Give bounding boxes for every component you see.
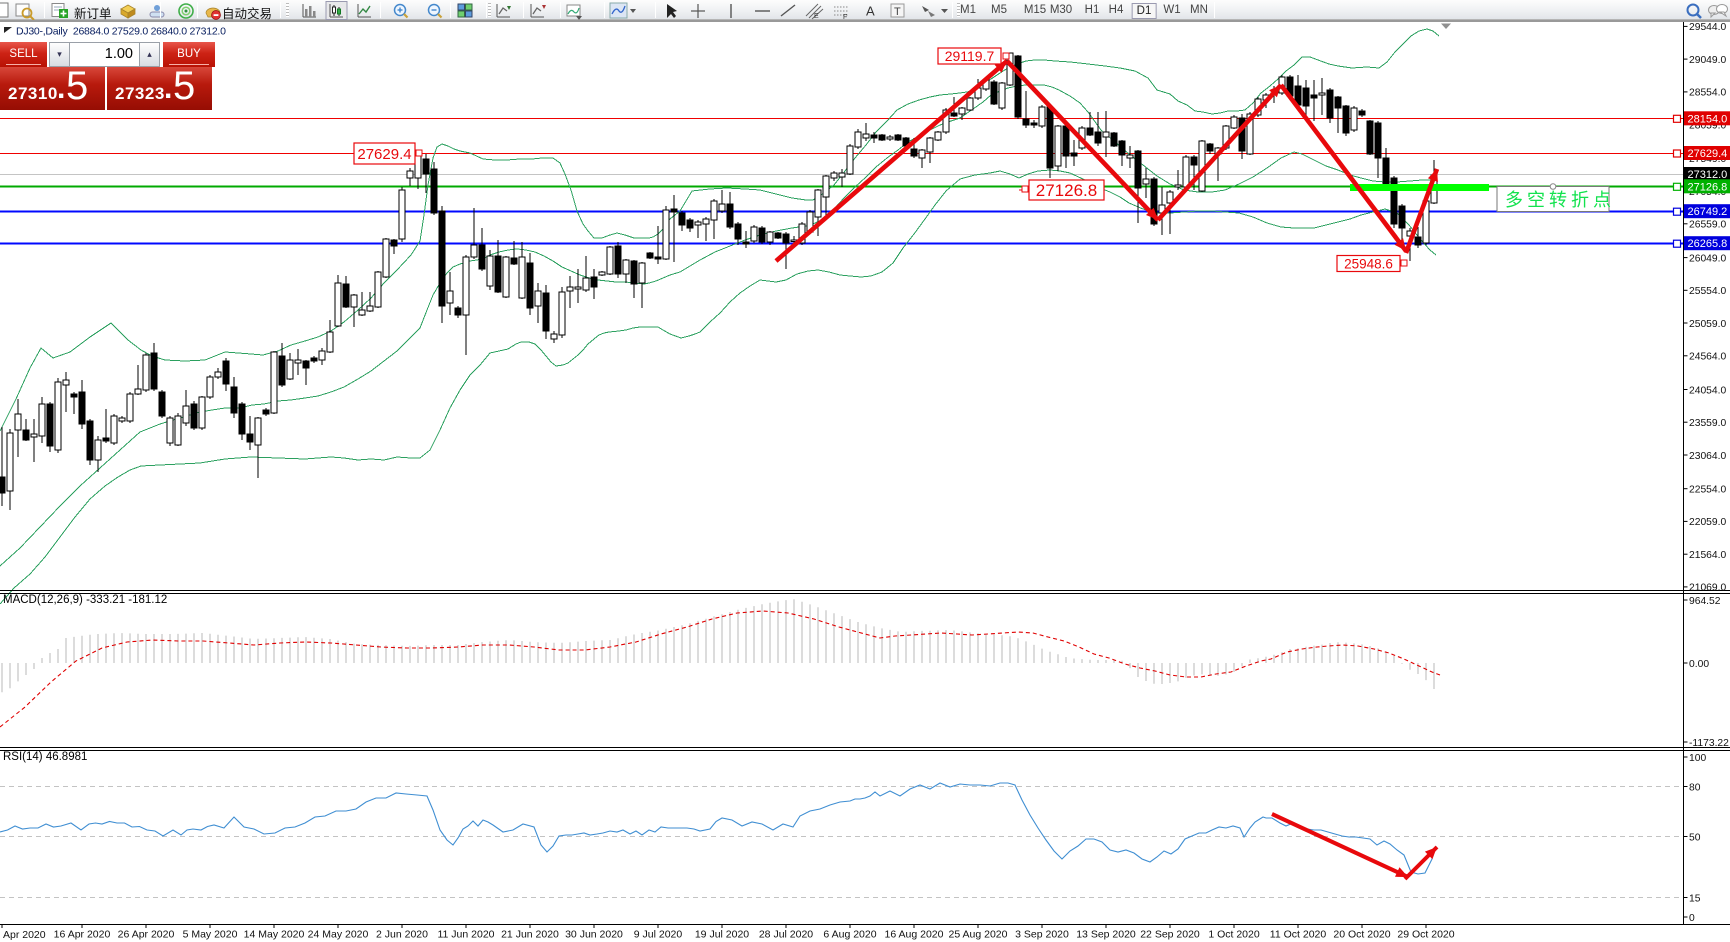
svg-text:F: F xyxy=(843,14,847,20)
svg-text:28059.0: 28059.0 xyxy=(1689,120,1726,131)
svg-text:22059.0: 22059.0 xyxy=(1689,517,1726,528)
svg-text:21 Jun 2020: 21 Jun 2020 xyxy=(501,929,559,941)
svg-text:29 Oct 2020: 29 Oct 2020 xyxy=(1397,929,1454,941)
svg-text:14 May 2020: 14 May 2020 xyxy=(244,929,305,941)
svg-text:27629.4: 27629.4 xyxy=(1688,148,1728,160)
svg-text:28154.0: 28154.0 xyxy=(1688,113,1728,125)
svg-text:964.52: 964.52 xyxy=(1689,596,1721,607)
svg-text:15: 15 xyxy=(1689,893,1701,904)
svg-text:E: E xyxy=(814,13,819,20)
svg-text:23559.0: 23559.0 xyxy=(1689,418,1726,429)
svg-text:30 Jun 2020: 30 Jun 2020 xyxy=(565,929,623,941)
svg-text:24564.0: 24564.0 xyxy=(1689,352,1726,363)
svg-text:27629.4: 27629.4 xyxy=(357,146,411,163)
svg-text:26559.0: 26559.0 xyxy=(1689,220,1726,231)
svg-text:25059.0: 25059.0 xyxy=(1689,319,1726,330)
svg-text:25554.0: 25554.0 xyxy=(1689,286,1726,297)
svg-text:T: T xyxy=(894,6,901,18)
svg-text:0: 0 xyxy=(1689,913,1695,924)
svg-text:26749.2: 26749.2 xyxy=(1688,206,1728,218)
svg-text:11 Oct 2020: 11 Oct 2020 xyxy=(1270,929,1327,941)
svg-text:50: 50 xyxy=(1689,832,1701,843)
svg-text:A: A xyxy=(866,4,875,19)
svg-text:22 Sep 2020: 22 Sep 2020 xyxy=(1140,929,1200,941)
svg-text:2 Jun 2020: 2 Jun 2020 xyxy=(376,929,428,941)
svg-text:9 Jul 2020: 9 Jul 2020 xyxy=(634,929,683,941)
svg-text:20 Oct 2020: 20 Oct 2020 xyxy=(1333,929,1390,941)
svg-text:0.00: 0.00 xyxy=(1689,659,1709,670)
svg-text:27312.0: 27312.0 xyxy=(1688,169,1728,181)
svg-text:23064.0: 23064.0 xyxy=(1689,451,1726,462)
svg-text:RSI(14) 46.8981: RSI(14) 46.8981 xyxy=(3,751,87,763)
svg-text:1 Oct 2020: 1 Oct 2020 xyxy=(1208,929,1260,941)
svg-text:24054.0: 24054.0 xyxy=(1689,385,1726,396)
svg-text:29119.7: 29119.7 xyxy=(945,48,995,64)
svg-text:Apr 2020: Apr 2020 xyxy=(3,929,46,941)
svg-text:6 Aug 2020: 6 Aug 2020 xyxy=(823,929,876,941)
svg-text:16 Aug 2020: 16 Aug 2020 xyxy=(885,929,944,941)
svg-text:27126.8: 27126.8 xyxy=(1036,181,1097,200)
svg-text:5 May 2020: 5 May 2020 xyxy=(183,929,238,941)
svg-text:80: 80 xyxy=(1689,782,1701,793)
svg-text:21069.0: 21069.0 xyxy=(1689,583,1726,594)
svg-text:13 Sep 2020: 13 Sep 2020 xyxy=(1076,929,1136,941)
svg-text:25948.6: 25948.6 xyxy=(1344,256,1393,271)
svg-text:25 Aug 2020: 25 Aug 2020 xyxy=(949,929,1008,941)
svg-text:29049.0: 29049.0 xyxy=(1689,55,1726,66)
svg-text:-1173.22: -1173.22 xyxy=(1689,738,1729,749)
svg-text:27126.8: 27126.8 xyxy=(1688,181,1728,193)
svg-text:26049.0: 26049.0 xyxy=(1689,253,1726,264)
svg-text:16 Apr 2020: 16 Apr 2020 xyxy=(54,929,111,941)
svg-text:29544.0: 29544.0 xyxy=(1689,22,1726,33)
svg-text:28554.0: 28554.0 xyxy=(1689,88,1726,99)
svg-text:26265.8: 26265.8 xyxy=(1688,238,1728,250)
svg-text:28 Jul 2020: 28 Jul 2020 xyxy=(759,929,813,941)
svg-text:21564.0: 21564.0 xyxy=(1689,550,1726,561)
svg-text:100: 100 xyxy=(1689,753,1706,764)
svg-text:多空转折点: 多空转折点 xyxy=(1505,190,1615,210)
svg-text:22554.0: 22554.0 xyxy=(1689,485,1726,496)
svg-text:DJ30-,Daily 26884.0 27529.0 2: DJ30-,Daily 26884.0 27529.0 26840.0 2731… xyxy=(16,26,226,38)
svg-text:MACD(12,26,9) -333.21 -181.12: MACD(12,26,9) -333.21 -181.12 xyxy=(3,594,167,606)
svg-text:26 Apr 2020: 26 Apr 2020 xyxy=(118,929,175,941)
svg-text:24 May 2020: 24 May 2020 xyxy=(308,929,369,941)
svg-text:11 Jun 2020: 11 Jun 2020 xyxy=(437,929,494,941)
svg-text:3 Sep 2020: 3 Sep 2020 xyxy=(1015,929,1069,941)
svg-text:19 Jul 2020: 19 Jul 2020 xyxy=(695,929,749,941)
